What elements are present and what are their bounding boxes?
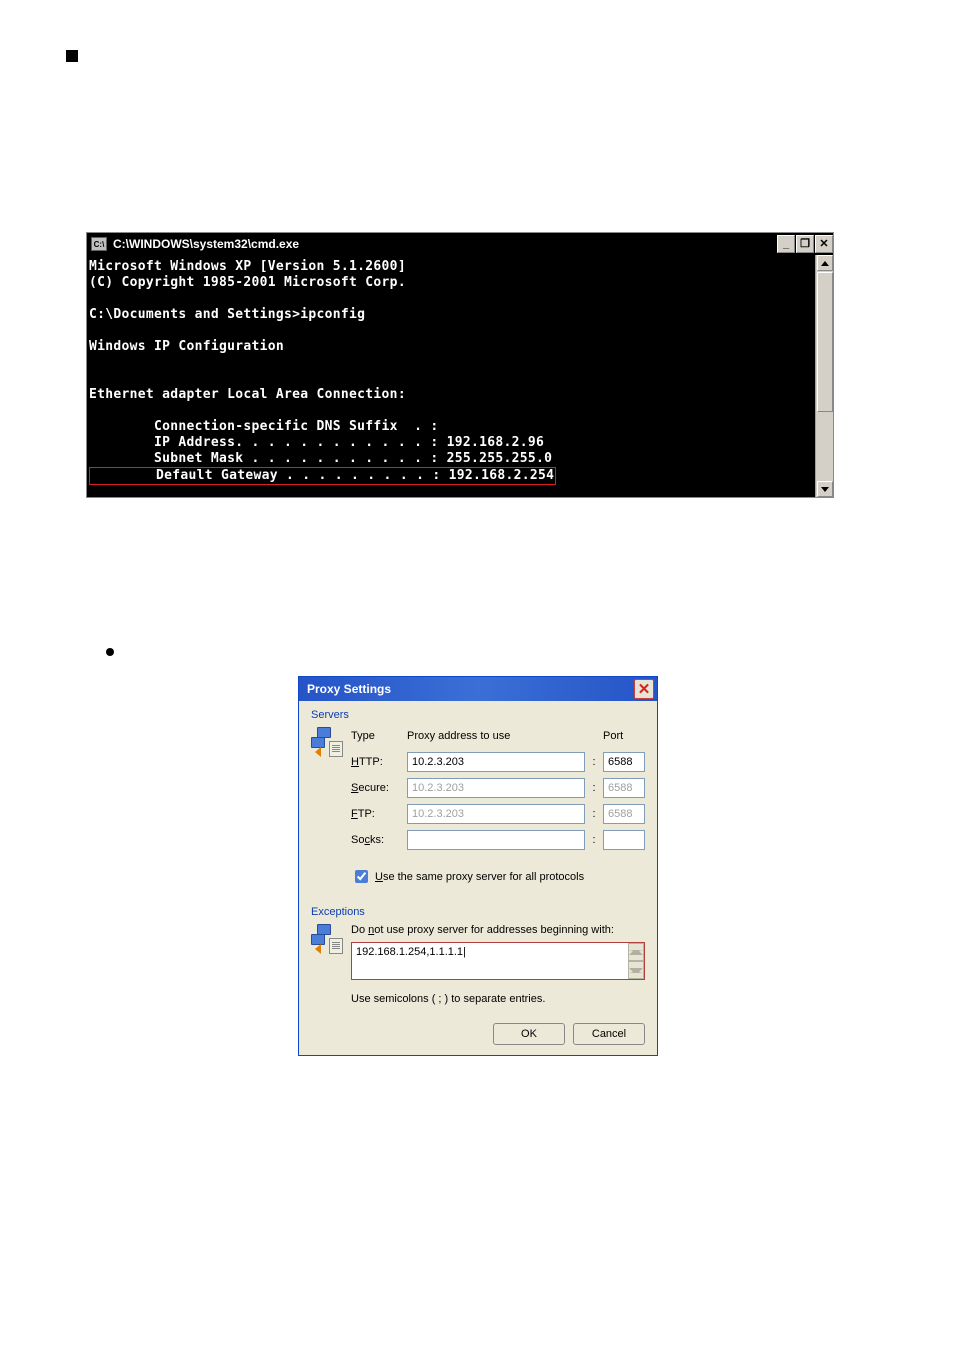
ftp-label: FTP: bbox=[351, 808, 401, 820]
cmd-line: Windows IP Configuration bbox=[89, 339, 284, 354]
http-row: HTTP: : bbox=[351, 749, 645, 775]
cmd-scrollbar[interactable] bbox=[815, 255, 833, 497]
same-proxy-checkbox[interactable] bbox=[355, 870, 368, 883]
cmd-icon: C:\ bbox=[91, 237, 107, 251]
socks-port-input[interactable] bbox=[603, 830, 645, 850]
exceptions-section-label: Exceptions bbox=[311, 906, 645, 918]
spin-up-button[interactable] bbox=[628, 943, 644, 961]
cmd-line: C:\Documents and Settings>ipconfig bbox=[89, 307, 365, 322]
socks-row: Socks: : bbox=[351, 827, 645, 853]
cmd-line: Connection-specific DNS Suffix . : bbox=[89, 419, 438, 434]
maximize-button[interactable]: ❐ bbox=[796, 235, 814, 253]
exceptions-textarea[interactable]: 192.168.1.254,1.1.1.1| bbox=[351, 942, 645, 980]
same-proxy-row: Use the same proxy server for all protoc… bbox=[351, 867, 645, 886]
close-button[interactable]: ✕ bbox=[634, 679, 654, 699]
socks-label: Socks: bbox=[351, 834, 401, 846]
header-address: Proxy address to use bbox=[407, 730, 585, 742]
proxy-title: Proxy Settings bbox=[307, 682, 634, 696]
cmd-title: C:\WINDOWS\system32\cmd.exe bbox=[113, 237, 776, 251]
servers-table: Type Proxy address to use Port HTTP: : S… bbox=[351, 727, 645, 853]
ftp-port-input bbox=[603, 804, 645, 824]
header-type: Type bbox=[351, 730, 401, 742]
http-port-input[interactable] bbox=[603, 752, 645, 772]
ftp-row: FTP: : bbox=[351, 801, 645, 827]
proxy-titlebar[interactable]: Proxy Settings ✕ bbox=[299, 677, 657, 701]
cmd-line: IP Address. . . . . . . . . . . . : 192.… bbox=[89, 435, 544, 450]
cmd-line: Subnet Mask . . . . . . . . . . . : 255.… bbox=[89, 451, 552, 466]
cmd-line: Ethernet adapter Local Area Connection: bbox=[89, 387, 406, 402]
http-label: HTTP: bbox=[351, 756, 401, 768]
cmd-output: Microsoft Windows XP [Version 5.1.2600] … bbox=[87, 255, 815, 497]
network-icon bbox=[311, 924, 343, 956]
minimize-button[interactable]: _ bbox=[777, 235, 795, 253]
cancel-button[interactable]: Cancel bbox=[573, 1023, 645, 1045]
semicolons-note: Use semicolons ( ; ) to separate entries… bbox=[351, 993, 645, 1005]
same-proxy-label: Use the same proxy server for all protoc… bbox=[375, 871, 584, 883]
bullet-dot bbox=[106, 648, 114, 656]
cmd-line-highlight: Default Gateway . . . . . . . . . : 192.… bbox=[89, 467, 556, 485]
bullet-square bbox=[66, 50, 78, 62]
network-icon bbox=[311, 727, 343, 759]
exceptions-instruction: Do not use proxy server for addresses be… bbox=[351, 924, 645, 936]
scroll-down-button[interactable] bbox=[817, 481, 833, 497]
secure-label: Secure: bbox=[351, 782, 401, 794]
secure-row: Secure: : bbox=[351, 775, 645, 801]
cmd-line: Microsoft Windows XP [Version 5.1.2600] bbox=[89, 259, 406, 274]
secure-address-input bbox=[407, 778, 585, 798]
spin-down-button[interactable] bbox=[628, 961, 644, 979]
socks-address-input[interactable] bbox=[407, 830, 585, 850]
close-button[interactable]: ✕ bbox=[815, 235, 833, 253]
exceptions-spinner[interactable] bbox=[628, 943, 644, 979]
scroll-thumb[interactable] bbox=[817, 272, 833, 412]
servers-section-label: Servers bbox=[311, 709, 645, 721]
http-address-input[interactable] bbox=[407, 752, 585, 772]
scroll-up-button[interactable] bbox=[817, 255, 833, 271]
cmd-titlebar[interactable]: C:\ C:\WINDOWS\system32\cmd.exe _ ❐ ✕ bbox=[87, 233, 833, 255]
close-icon: ✕ bbox=[638, 682, 651, 697]
servers-header-row: Type Proxy address to use Port bbox=[351, 727, 645, 745]
ftp-address-input bbox=[407, 804, 585, 824]
ok-button[interactable]: OK bbox=[493, 1023, 565, 1045]
proxy-settings-dialog: Proxy Settings ✕ Servers Type Proxy addr… bbox=[298, 676, 658, 1056]
secure-port-input bbox=[603, 778, 645, 798]
header-port: Port bbox=[603, 730, 645, 742]
cmd-window: C:\ C:\WINDOWS\system32\cmd.exe _ ❐ ✕ Mi… bbox=[86, 232, 834, 498]
cmd-line: (C) Copyright 1985-2001 Microsoft Corp. bbox=[89, 275, 406, 290]
